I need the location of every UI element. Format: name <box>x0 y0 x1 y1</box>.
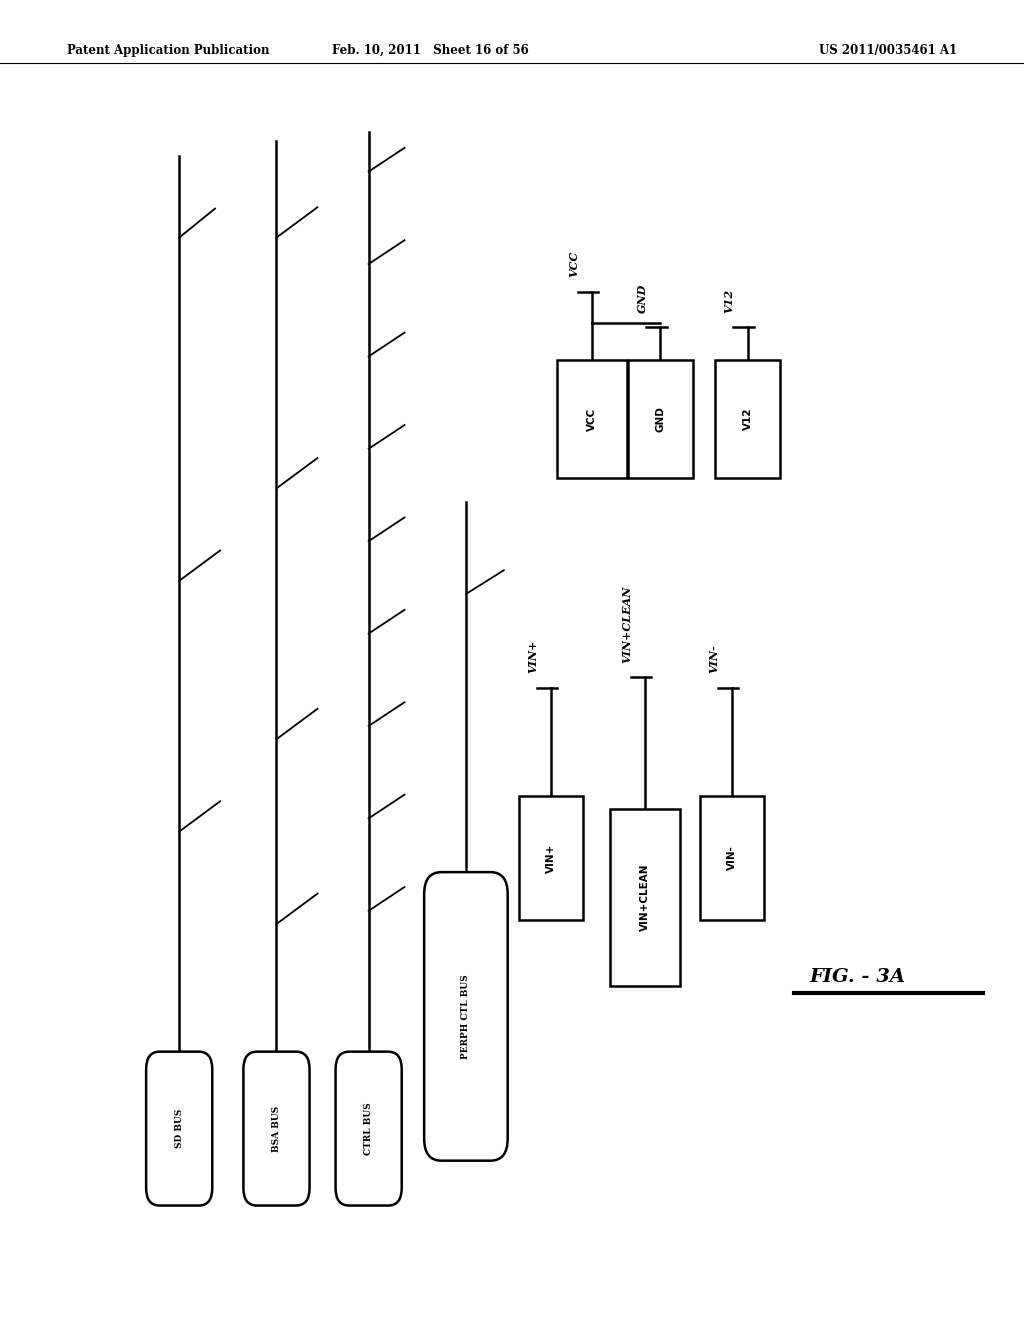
FancyBboxPatch shape <box>146 1052 212 1205</box>
Text: BSA BUS: BSA BUS <box>272 1106 281 1151</box>
FancyBboxPatch shape <box>519 796 583 920</box>
FancyBboxPatch shape <box>244 1052 309 1205</box>
Text: GND: GND <box>637 284 647 313</box>
Text: PERPH CTL BUS: PERPH CTL BUS <box>462 974 470 1059</box>
Text: V12: V12 <box>724 289 734 313</box>
Text: US 2011/0035461 A1: US 2011/0035461 A1 <box>819 44 957 57</box>
Text: GND: GND <box>655 407 666 432</box>
Text: VCC: VCC <box>587 408 597 430</box>
Text: Patent Application Publication: Patent Application Publication <box>67 44 269 57</box>
Text: VIN-: VIN- <box>727 846 737 870</box>
FancyBboxPatch shape <box>700 796 764 920</box>
Text: VIN-: VIN- <box>709 644 719 673</box>
Text: CTRL BUS: CTRL BUS <box>365 1102 373 1155</box>
Text: SD BUS: SD BUS <box>175 1109 183 1148</box>
Text: V12: V12 <box>742 408 753 430</box>
FancyBboxPatch shape <box>424 873 508 1160</box>
FancyBboxPatch shape <box>715 360 780 478</box>
FancyBboxPatch shape <box>628 360 693 478</box>
FancyBboxPatch shape <box>557 360 627 478</box>
Text: Feb. 10, 2011   Sheet 16 of 56: Feb. 10, 2011 Sheet 16 of 56 <box>332 44 528 57</box>
Text: VCC: VCC <box>568 251 579 277</box>
Text: VIN+CLEAN: VIN+CLEAN <box>622 585 632 663</box>
Text: FIG. - 3A: FIG. - 3A <box>809 968 905 986</box>
Text: VIN+CLEAN: VIN+CLEAN <box>640 863 650 932</box>
FancyBboxPatch shape <box>610 809 681 986</box>
Text: VIN+: VIN+ <box>527 640 538 673</box>
Text: VIN+: VIN+ <box>546 843 556 873</box>
FancyBboxPatch shape <box>336 1052 401 1205</box>
